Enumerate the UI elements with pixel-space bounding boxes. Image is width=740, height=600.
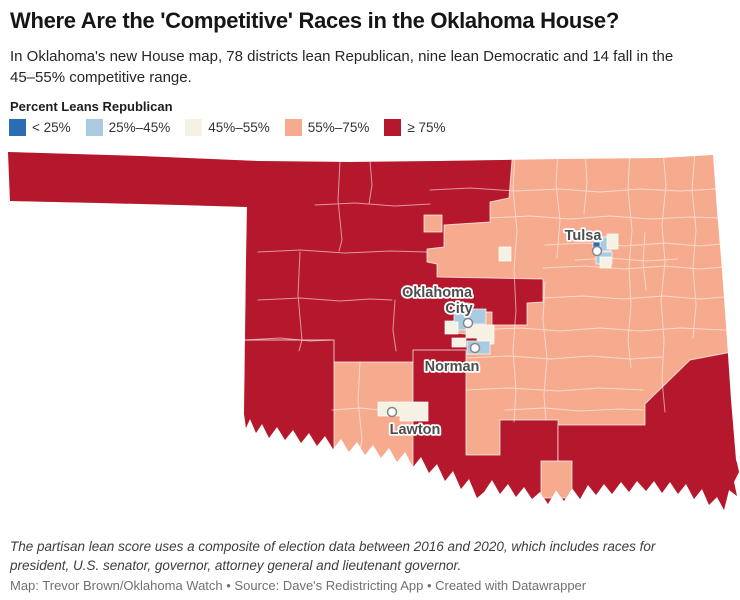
district-boundaries — [245, 152, 726, 456]
city-marker-oklahoma-city — [462, 317, 474, 329]
city-marker-norman — [469, 342, 481, 354]
city-marker-tulsa — [591, 245, 603, 257]
chart-subtitle: In Oklahoma's new House map, 78 district… — [10, 48, 674, 87]
legend-item: < 25% — [9, 119, 71, 136]
legend-item-label: 45%–55% — [208, 120, 270, 135]
legend-title: Percent Leans Republican — [10, 99, 173, 114]
city-marker-lawton — [386, 406, 398, 418]
district-45-55-okc-west — [444, 320, 459, 335]
district-55-75-island-south — [540, 460, 573, 499]
legend-swatch-45-55 — [185, 119, 203, 136]
city-label-city: City — [445, 301, 472, 317]
district-45-55-lawton — [377, 401, 429, 422]
legend-swatch-lt-25 — [9, 119, 26, 136]
district-lt-25-okc — [460, 302, 470, 312]
legend-item: 25%–45% — [85, 119, 171, 136]
legend-item-label: < 25% — [32, 120, 71, 135]
legend-swatch-55-75 — [284, 119, 302, 136]
region-ge-75-southwest — [237, 339, 335, 471]
map-legend: < 25% 25%–45% 45%–55% 55%–75% ≥ 75% — [9, 119, 446, 136]
legend-swatch-ge-75 — [384, 119, 402, 136]
legend-item-label: 25%–45% — [108, 120, 171, 135]
region-ge-75-southeast — [557, 349, 739, 510]
legend-swatch-25-45 — [85, 119, 103, 136]
state-shape — [8, 152, 739, 510]
city-label-tulsa: Tulsa — [565, 228, 603, 244]
district-55-75-island-north — [423, 214, 443, 233]
district-45-55-tulsa-east — [606, 233, 619, 250]
region-ge-75-southcentral — [412, 349, 559, 510]
legend-item-label: ≥ 75% — [407, 120, 446, 135]
credits-line: Map: Trevor Brown/Oklahoma Watch • Sourc… — [10, 578, 587, 593]
legend-item-label: 55%–75% — [307, 120, 370, 135]
district-45-55-okc-south — [451, 337, 467, 348]
legend-item: 55%–75% — [284, 119, 370, 136]
city-label-oklahoma: Oklahoma — [402, 285, 473, 301]
city-label-norman: Norman — [425, 359, 480, 375]
district-45-55-central — [498, 246, 512, 262]
city-label-lawton: Lawton — [390, 422, 441, 438]
footnote: The partisan lean score uses a composite… — [10, 539, 656, 573]
legend-item: ≥ 75% — [384, 119, 446, 136]
chart-title: Where Are the 'Competitive' Races in the… — [10, 8, 619, 33]
legend-item: 45%–55% — [185, 119, 270, 136]
district-45-55-tulsa-south — [599, 256, 612, 269]
